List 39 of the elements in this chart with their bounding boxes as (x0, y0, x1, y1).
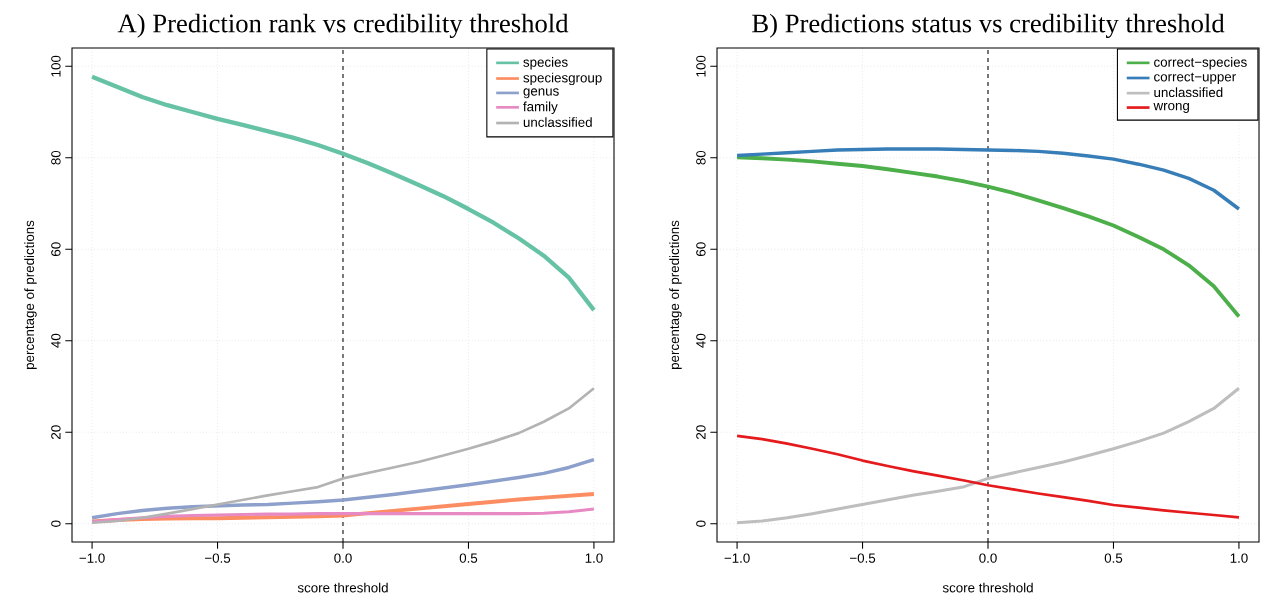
line-series (735, 155, 1241, 319)
y-tick-label: 80 (51, 150, 61, 165)
x-tick-label: −1.0 (79, 553, 105, 563)
y-tick-label: 100 (696, 55, 706, 77)
y-tick-label: 20 (51, 425, 61, 439)
chart-title: B) Predictions status vs credibility threshold (752, 13, 1225, 38)
y-axis-title: percentage of predictions (24, 220, 37, 369)
y-tick-label: 60 (696, 242, 706, 256)
legend-label: unclassified (523, 117, 592, 127)
y-tick-label: 0 (51, 520, 61, 527)
y-tick-label: 0 (696, 520, 706, 527)
legend-label: genus (523, 88, 559, 99)
y-tick-label: 100 (51, 55, 61, 77)
legend-label: speciesgroup (523, 72, 602, 86)
y-axis-title: percentage of predictions (669, 220, 682, 369)
line-series (735, 434, 1241, 519)
y-tick-label: 40 (696, 333, 706, 348)
x-axis-title: score threshold (942, 582, 1033, 593)
x-tick-label: −1.0 (724, 553, 750, 563)
chart-title: A) Prediction rank vs credibility threshold (117, 13, 569, 38)
y-tick-label: 20 (696, 425, 706, 439)
legend-label: species (523, 57, 568, 70)
x-tick-label: 1.0 (585, 553, 603, 563)
legend-label: correct−upper (1154, 72, 1236, 85)
legend-label: family (523, 101, 558, 114)
legend-label: wrong (1153, 102, 1189, 113)
x-tick-label: 0.0 (334, 553, 352, 563)
x-tick-label: 0.5 (1104, 553, 1123, 563)
x-axis-title: score threshold (297, 582, 388, 593)
legend-label: unclassified (1154, 87, 1223, 98)
y-tick-label: 60 (51, 242, 61, 256)
x-tick-label: 0.5 (459, 553, 478, 563)
x-tick-label: −0.5 (850, 553, 876, 563)
x-tick-label: −0.5 (205, 553, 231, 563)
x-tick-label: 0.0 (979, 553, 997, 563)
x-tick-label: 1.0 (1230, 553, 1248, 563)
legend-label: correct−species (1154, 57, 1247, 70)
y-tick-label: 40 (51, 333, 61, 348)
y-tick-label: 80 (696, 150, 706, 165)
